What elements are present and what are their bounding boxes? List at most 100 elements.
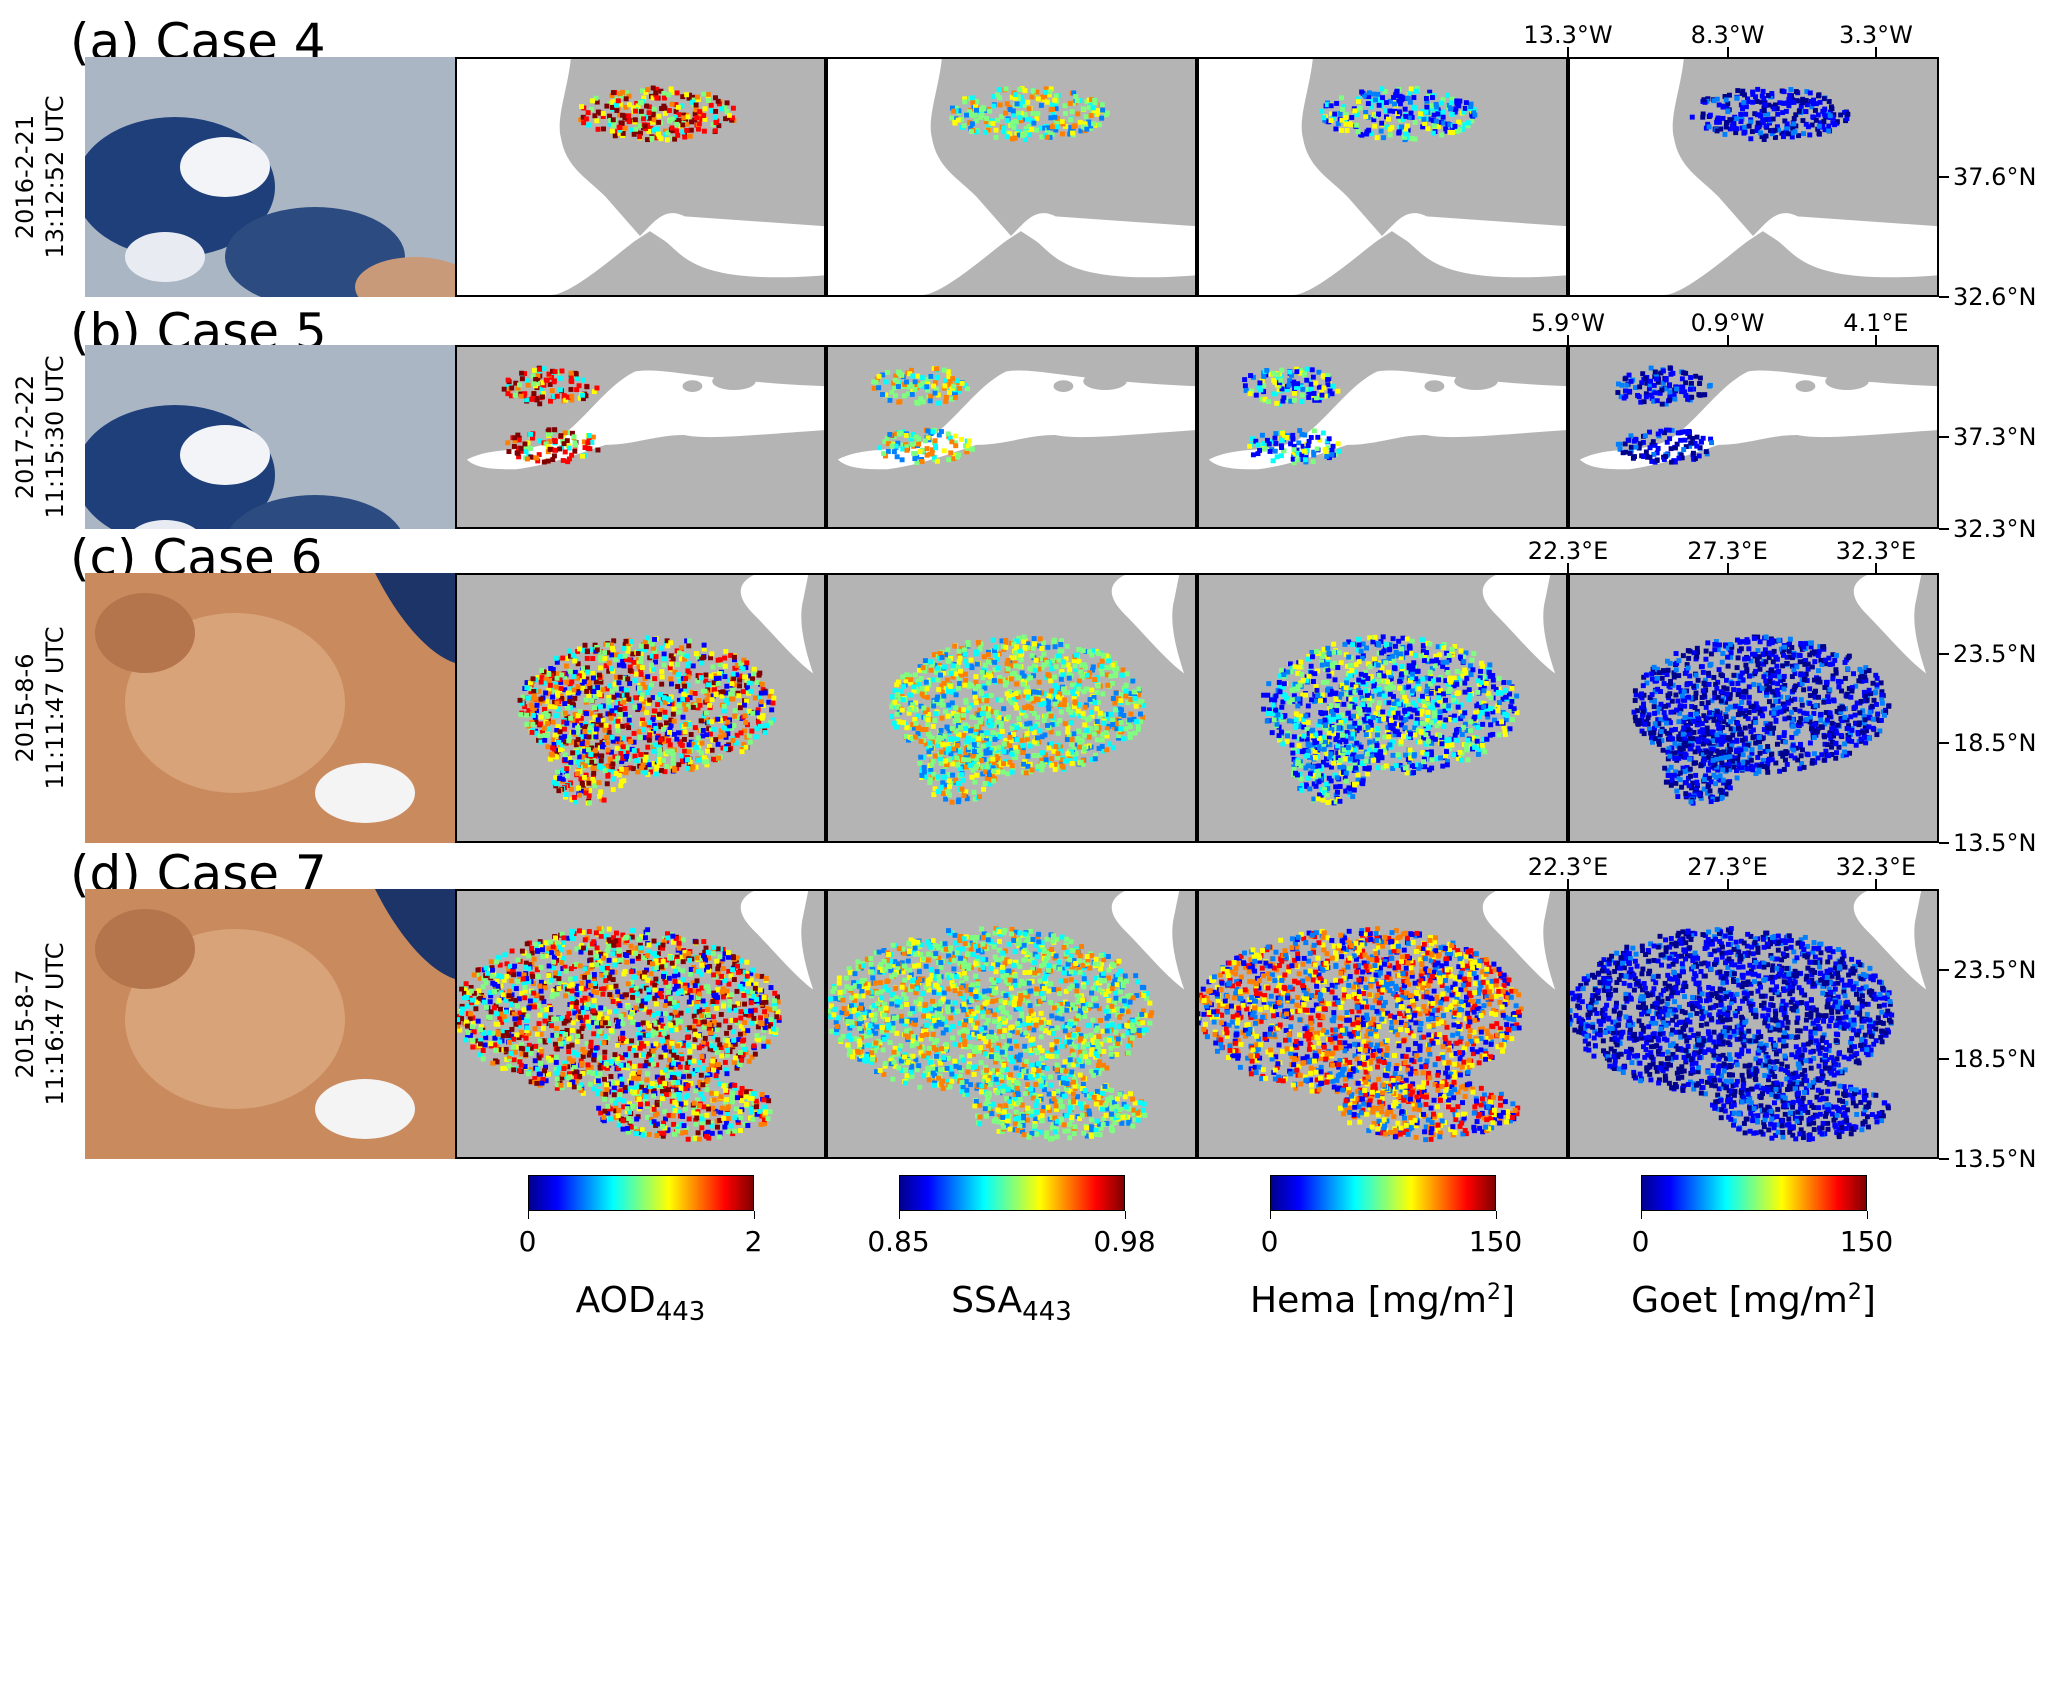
colorbar-tick-label: 150 [1468, 1225, 1523, 1258]
aod-map [455, 889, 826, 1159]
retrieval-pixels [949, 86, 1110, 142]
latitude-tick-label: 32.6°N [1953, 283, 2037, 311]
colorbar-tick-mark [898, 1211, 900, 1219]
colorbar [1640, 1175, 1867, 1211]
map-svg [457, 575, 824, 841]
goet-map [1568, 345, 1939, 529]
date-text: 2017-2-22 [11, 374, 39, 500]
colorbar-label: SSA443 [951, 1280, 1072, 1327]
retrieval-pixels [501, 365, 600, 407]
red-sea [1853, 891, 1927, 990]
north-africa-coast [550, 231, 824, 295]
goet-map [1568, 57, 1939, 297]
iberian-peninsula [1672, 59, 1937, 236]
colorbar-tick-label: 2 [744, 1225, 763, 1258]
longitude-tick-mark [1726, 335, 1729, 345]
latitude-tick-mark [1939, 742, 1949, 745]
colorbar-label: Hema [mg/m2] [1250, 1280, 1515, 1321]
retrieval-pixels [1615, 365, 1713, 407]
time-text: 11:16:47 UTC [41, 942, 69, 1106]
longitude-tick-label: 4.1°E [1843, 309, 1909, 337]
balearic-island [1454, 372, 1498, 391]
ocean-patch [225, 207, 405, 297]
map-svg [828, 59, 1195, 295]
colorbar-tick-mark [527, 1211, 529, 1219]
retrieval-pixels [578, 85, 737, 143]
cloud-patch [125, 232, 205, 282]
retrieval-pixels [505, 427, 601, 465]
cloud-patch [180, 425, 270, 485]
colorbar-tick-mark [1124, 1211, 1126, 1219]
retrieval-pixels [917, 722, 1001, 805]
cloud-patch [315, 763, 415, 823]
map-svg [1570, 575, 1937, 841]
longitude-tick-label: 22.3°E [1527, 537, 1609, 565]
latitude-tick-label: 18.5°N [1953, 729, 2037, 758]
longitude-tick-mark [1567, 879, 1569, 889]
cloud-patch [180, 137, 270, 197]
true-color-image [85, 57, 455, 297]
balearic-island [1825, 372, 1869, 391]
ssa-map [826, 57, 1197, 297]
label-end: ] [1500, 1280, 1515, 1321]
colorbar [527, 1175, 754, 1211]
map-svg [1570, 59, 1937, 295]
latitude-tick-label: 23.5°N [1953, 956, 2037, 984]
longitude-tick-label: 5.9°W [1531, 309, 1605, 337]
aod-map [455, 57, 826, 297]
retrieval-pixels [457, 926, 782, 1098]
rock-patch [95, 909, 195, 989]
red-sea-patch [375, 889, 455, 979]
map-svg [828, 347, 1195, 527]
true-color-svg [85, 573, 455, 843]
red-sea [1482, 891, 1556, 990]
north-africa-coast [1292, 231, 1566, 295]
colorbar [1269, 1175, 1496, 1211]
goet-map [1568, 573, 1939, 843]
retrieval-pixels [1337, 1079, 1521, 1143]
latitude-tick-label: 13.5°N [1953, 1145, 2037, 1173]
latitude-tick-mark [1939, 1058, 1949, 1061]
north-africa-coast [1663, 231, 1937, 295]
true-color-image [85, 573, 455, 843]
true-color-svg [85, 57, 455, 297]
colorbar-tick-label: 150 [1839, 1225, 1894, 1258]
longitude-tick-label: 22.3°E [1527, 853, 1609, 881]
retrieval-pixels [876, 427, 975, 465]
longitude-tick-mark [1726, 563, 1729, 573]
retrieval-pixels [1615, 427, 1715, 465]
map-svg [1199, 59, 1566, 295]
aod-map [455, 573, 826, 843]
longitude-tick-label: 27.3°E [1687, 853, 1768, 881]
red-sea [1853, 575, 1927, 674]
latitude-tick-label: 13.5°N [1953, 829, 2037, 857]
colorbar-tick-label: 0 [1260, 1225, 1279, 1258]
label-main: Goet [mg/m [1631, 1280, 1848, 1321]
balearic-island [1424, 380, 1445, 392]
time-text: 13:12:52 UTC [41, 95, 69, 259]
true-color-image [85, 345, 455, 529]
map-svg [1570, 347, 1937, 527]
hema-map [1197, 57, 1568, 297]
date-label: 2015-8-6 11:11:47 UTC [10, 573, 70, 843]
date-label: 2016-2-21 13:12:52 UTC [10, 57, 70, 297]
latitude-tick-mark [1939, 176, 1949, 178]
retrieval-pixels [1689, 86, 1851, 142]
longitude-tick-mark [1567, 563, 1569, 573]
goet-map [1568, 889, 1939, 1159]
label-superscript: 2 [1847, 1280, 1862, 1305]
balearic-island [682, 380, 703, 392]
latitude-tick-label: 37.3°N [1953, 423, 2037, 451]
land-patch [355, 257, 455, 297]
retrieval-pixels [517, 635, 777, 777]
longitude-tick-mark [1874, 563, 1877, 573]
latitude-tick-mark [1939, 436, 1949, 438]
longitude-tick-label: 0.9°W [1690, 309, 1765, 337]
date-label: 2017-2-22 11:15:30 UTC [10, 345, 70, 529]
longitude-tick-label: 3.3°W [1838, 21, 1913, 49]
colorbar-tick-mark [753, 1211, 755, 1219]
retrieval-pixels [1709, 1080, 1891, 1142]
longitude-tick-mark [1567, 47, 1569, 57]
ocean-patch [229, 495, 401, 529]
latitude-tick-label: 37.6°N [1953, 163, 2037, 191]
